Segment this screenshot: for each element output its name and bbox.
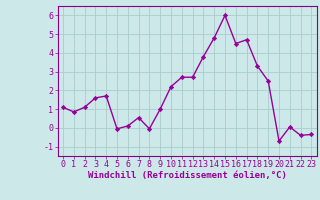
X-axis label: Windchill (Refroidissement éolien,°C): Windchill (Refroidissement éolien,°C) xyxy=(88,171,287,180)
